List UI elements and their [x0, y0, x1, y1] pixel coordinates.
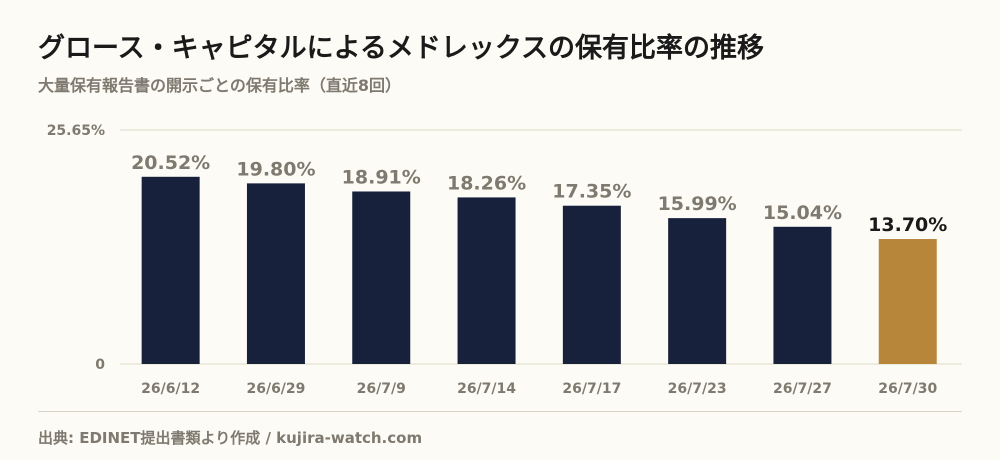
x-tick-label: 26/6/12 — [141, 381, 200, 397]
bar — [562, 205, 621, 364]
value-label: 18.26% — [447, 172, 526, 194]
x-tick-label: 26/6/29 — [246, 381, 305, 397]
x-tick-label: 26/7/23 — [668, 381, 727, 397]
value-label: 15.99% — [658, 193, 737, 215]
chart-subtitle: 大量保有報告書の開示ごとの保有比率（直近8回） — [38, 76, 401, 95]
bar — [141, 176, 200, 364]
value-label: 15.04% — [763, 202, 842, 224]
chart-title: グロース・キャピタルによるメドレックスの保有比率の推移 — [38, 33, 765, 64]
source-note: 出典: EDINET提出書類より作成 / kujira-watch.com — [38, 429, 423, 447]
bar — [773, 226, 832, 364]
bar — [668, 218, 727, 364]
footer-divider — [38, 411, 962, 412]
x-tick-label: 26/7/30 — [878, 381, 937, 397]
bar — [457, 197, 516, 364]
x-tick-label: 26/7/17 — [562, 381, 621, 397]
value-label: 13.70% — [868, 214, 947, 236]
value-label: 19.80% — [236, 158, 315, 180]
value-label: 20.52% — [131, 152, 210, 174]
bar — [878, 239, 937, 364]
x-tick-label: 26/7/27 — [773, 381, 832, 397]
y-tick-label: 25.65% — [47, 123, 105, 139]
value-label: 17.35% — [552, 181, 631, 203]
x-tick-label: 26/7/14 — [457, 381, 516, 397]
bar — [352, 191, 411, 364]
value-label: 18.91% — [342, 166, 421, 188]
x-tick-label: 26/7/9 — [357, 381, 406, 397]
bar — [246, 183, 305, 364]
y-tick-label: 0 — [95, 357, 105, 373]
